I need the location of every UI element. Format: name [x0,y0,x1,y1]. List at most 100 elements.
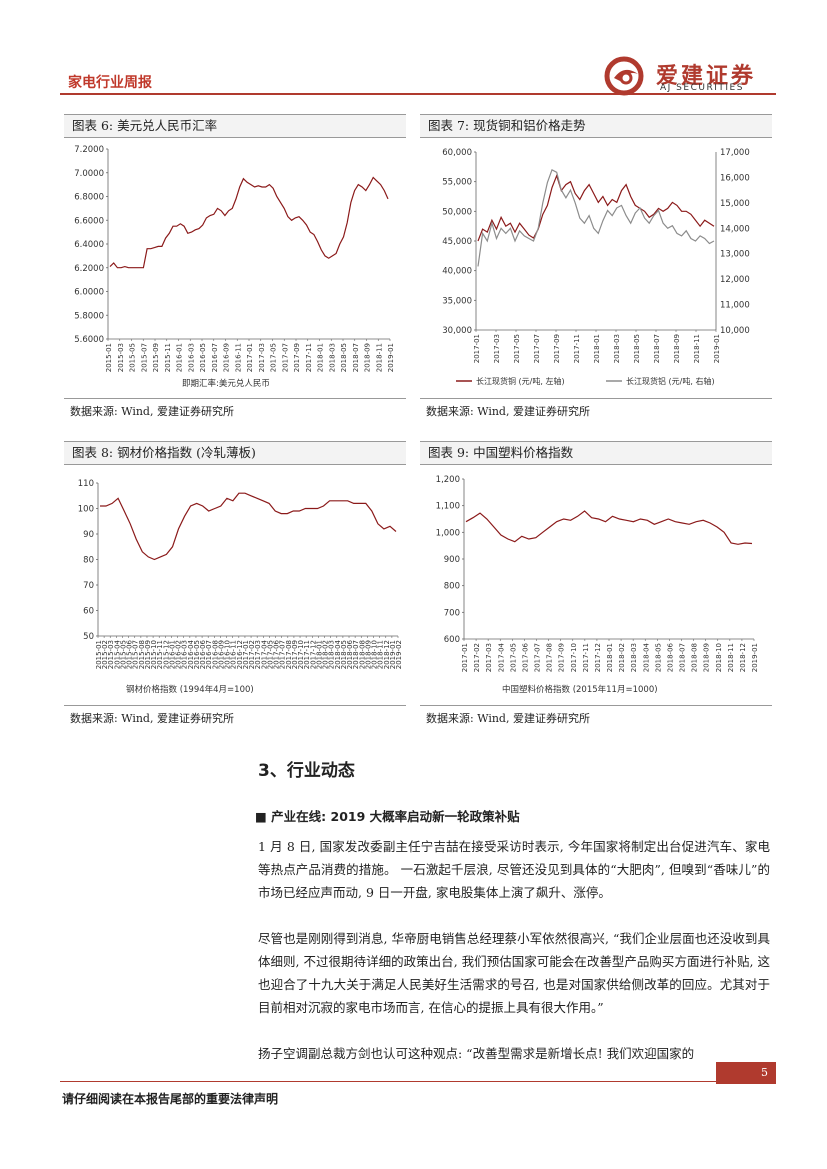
x-tick-label: 2015-06 [126,639,134,669]
x-tick-label: 2016-11 [234,343,242,372]
x-tick-label: 2017-06 [273,639,281,669]
company-logo: 爱建证券 AJ SECURITIES [604,56,774,96]
y-tick-label: 7.0000 [74,169,104,179]
x-tick-label: 2017-03 [254,640,262,669]
y-tick-label: 55,000 [442,178,472,188]
x-tick-label: 2018-09 [673,334,681,363]
y-tick-label: 70 [83,581,94,591]
legend-label: 即期汇率:美元兑人民币 [182,378,270,389]
figure-6-title: 图表 6: 美元兑人民币汇率 [64,114,406,138]
x-tick-label: 2018-09 [703,643,711,672]
x-tick-label: 2017-08 [546,643,554,672]
x-tick-label: 2016-02 [175,640,183,669]
y-tick-label: 5.8000 [74,311,104,321]
y-tick-label: 6.4000 [74,240,104,250]
x-tick-label: 2015-10 [150,640,158,669]
x-tick-label: 2018-04 [334,639,342,669]
x-tick-label: 2018-12 [383,640,391,669]
series-line [109,176,389,269]
x-tick-label: 2015-03 [107,640,115,669]
y-tick-label: 6.6000 [74,216,104,226]
y-tick-label: 50 [83,632,94,642]
report-series-title: 家电行业周报 [68,75,152,91]
figure-9-title: 图表 9: 中国塑料价格指数 [420,441,772,465]
x-tick-label: 2018-04 [642,642,650,672]
x-tick-label: 2016-11 [230,640,238,669]
x-tick-label: 2016-01 [168,640,176,669]
x-tick-label: 2017-10 [570,643,578,672]
y-tick-label: 6.8000 [74,193,104,203]
logo-cn-text: 爱建证券 [656,64,757,89]
x-tick-label: 2016-09 [217,640,225,669]
y-tick-label: 1,200 [436,475,460,485]
y-tick-label: 60,000 [442,148,472,158]
x-tick-label: 2018-08 [691,643,699,672]
x-tick-label: 2017-02 [473,643,481,672]
y-tick-label: 6.0000 [74,288,104,298]
x-tick-label: 2017-08 [285,640,293,669]
y-tick-label: 110 [78,479,94,489]
y-tick-label: 600 [444,635,460,645]
x-tick-label: 2015-09 [144,640,152,669]
x-tick-label: 2016-03 [187,343,195,372]
y-tick-label: 800 [444,582,460,592]
x-tick-label: 2017-07 [281,343,289,372]
x-tick-label: 2018-05 [633,334,641,363]
x-tick-label: 2018-07 [653,334,661,363]
x-tick-label: 2016-10 [224,640,232,669]
series-line [465,510,753,545]
x-tick-label: 2018-05 [340,640,348,669]
x-tick-label: 2018-02 [322,640,330,669]
y-tick-label: 40,000 [442,267,472,277]
x-tick-label: 2018-08 [358,640,366,669]
x-tick-label: 2017-01 [246,343,254,372]
figure-7-source-line [420,398,772,399]
figure-7-title: 图表 7: 现货铜和铝价格走势 [420,114,772,138]
y-right-tick-label: 17,000 [720,148,750,158]
page-number: 5 [716,1062,776,1084]
x-tick-label: 2017-09 [553,334,561,363]
header-divider [60,93,776,95]
x-tick-label: 2017-04 [497,642,505,672]
x-tick-label: 2016-07 [205,640,213,669]
x-tick-label: 2018-06 [666,642,674,672]
x-tick-label: 2016-04 [187,639,195,669]
legend-label: 钢材价格指数 (1994年4月=100) [126,684,254,695]
series-line [477,173,715,242]
x-tick-label: 2017-11 [305,343,313,372]
y-right-tick-label: 14,000 [720,224,750,234]
x-tick-label: 2018-11 [375,343,383,372]
x-tick-label: 2017-12 [594,643,602,672]
figure-7-source: 数据来源: Wind, 爱建证券研究所 [426,405,590,418]
y-right-tick-label: 10,000 [720,326,750,336]
y-right-tick-label: 13,000 [720,250,750,260]
x-tick-label: 2018-10 [715,643,723,672]
y-tick-label: 6.2000 [74,264,104,274]
y-tick-label: 1,000 [436,528,460,538]
x-tick-label: 2019-02 [395,640,403,669]
x-tick-label: 2018-06 [346,639,354,669]
chart-steel-index: 11010090807060502015-012015-022015-03201… [78,479,403,695]
x-tick-label: 2018-11 [727,643,735,672]
x-tick-label: 2018-12 [739,643,747,672]
section-heading: 3、行业动态 [258,761,355,781]
x-tick-label: 2018-03 [328,640,336,669]
bullet-square-icon: ■ [255,809,267,824]
x-tick-label: 2017-05 [509,643,517,672]
y-tick-label: 7.2000 [74,145,104,155]
x-tick-label: 2018-01 [593,334,601,363]
figure-8-title: 图表 8: 钢材价格指数 (冷轧薄板) [64,441,406,465]
x-tick-label: 2017-05 [513,334,521,363]
figure-8-source-line [64,705,406,706]
y-right-tick-label: 15,000 [720,199,750,209]
x-tick-label: 2018-07 [352,640,360,669]
y-tick-label: 60 [83,607,94,617]
x-tick-label: 2017-03 [493,334,501,363]
x-tick-label: 2015-11 [164,343,172,372]
x-tick-label: 2016-09 [223,343,231,372]
x-tick-label: 2017-02 [248,640,256,669]
x-tick-label: 2015-07 [132,640,140,669]
legend-label: 长江现货铜 (元/吨, 左轴) [476,376,565,386]
news-headline: ■ 产业在线: 2019 大概率启动新一轮政策补贴 [255,806,520,825]
chart-copper-aluminum: 60,000 55,000 50,000 45,000 40,000 35,000 30,0… [442,148,750,386]
